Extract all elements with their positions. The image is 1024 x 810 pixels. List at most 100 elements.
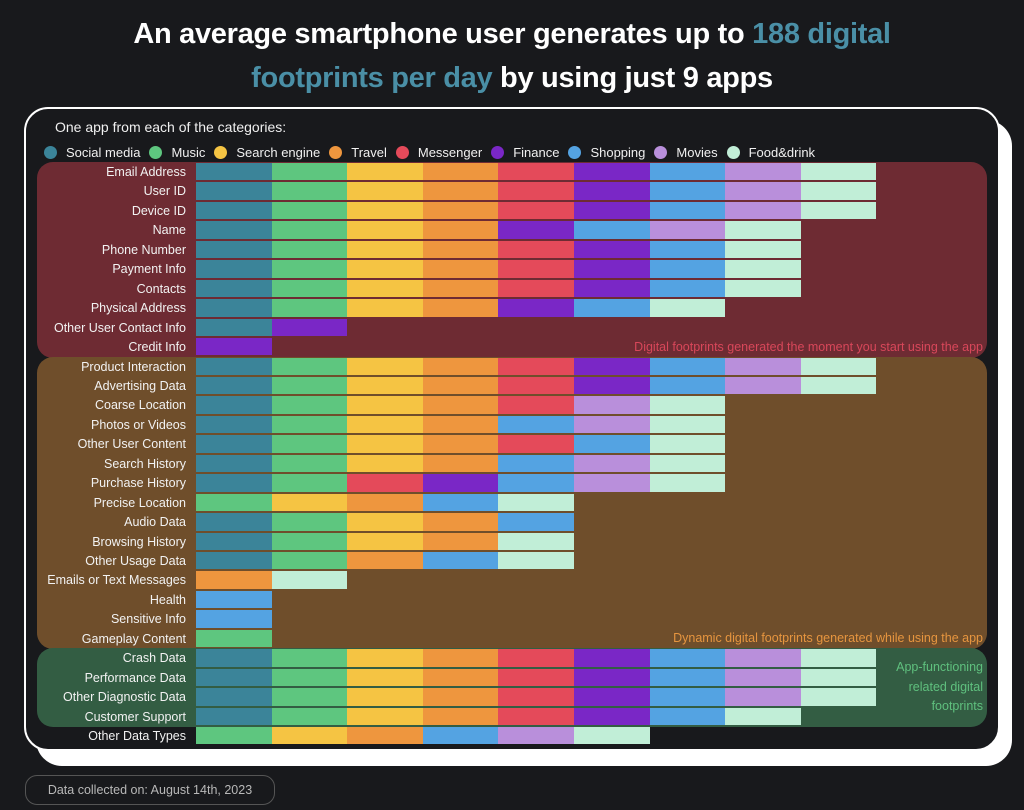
cell-Se (347, 221, 423, 239)
cell-Fd (725, 240, 801, 259)
cell-Se (347, 532, 423, 550)
cell-S (196, 532, 272, 550)
cell-S (196, 668, 272, 687)
cell-T (422, 357, 499, 375)
cell-Me (498, 668, 574, 687)
cell-Mu (271, 201, 348, 220)
title-accent: footprints per day (251, 62, 493, 94)
cell-Se (271, 727, 348, 745)
cell-Fd (498, 532, 574, 550)
cell-F (574, 279, 650, 298)
cell-F (574, 260, 650, 278)
row-label: Gameplay Content (81, 631, 186, 646)
legend-item: Messenger (395, 144, 483, 160)
cell-S (196, 163, 272, 181)
cell-T (196, 571, 272, 589)
section-note-line: related digital (908, 679, 983, 694)
cell-S (196, 299, 272, 317)
legend-item: Search engine (214, 145, 320, 160)
cell-T (422, 668, 499, 687)
cell-Fd (649, 454, 726, 473)
cell-Fd (649, 396, 726, 414)
legend-item: Social media (44, 145, 140, 160)
cell-Fd (800, 376, 877, 395)
cell-Se (347, 649, 423, 667)
cell-Sh (649, 357, 726, 375)
cell-S (196, 707, 272, 726)
legend-label: Messenger (417, 144, 483, 160)
cell-Mu (271, 707, 348, 726)
cell-Sh (574, 299, 650, 317)
cell-Se (347, 240, 423, 259)
cell-Me (498, 376, 574, 395)
cell-Sh (574, 435, 650, 453)
row-label: Health (149, 592, 186, 607)
cell-Fd (800, 357, 877, 375)
cell-Mu (196, 629, 272, 648)
legend-label: Food&drink (748, 144, 816, 160)
cell-Mu (271, 649, 348, 667)
legend-item: Music (149, 145, 205, 160)
cell-F (574, 376, 650, 395)
cell-Me (498, 163, 574, 181)
cell-Se (347, 376, 423, 395)
cell-Se (347, 707, 423, 726)
cell-Fd (800, 668, 877, 687)
cell-T (422, 707, 499, 726)
cell-Mu (271, 357, 348, 375)
row-label: Email Address (106, 165, 186, 179)
row-label: Audio Data (124, 515, 186, 530)
cell-Sh (498, 513, 574, 531)
cell-Sh (422, 493, 499, 512)
cell-T (422, 279, 499, 298)
cell-F (574, 357, 650, 375)
row-label: Precise Location (93, 495, 186, 510)
cell-Fd (800, 201, 877, 220)
section-note-start: Digital footprints generated the moment … (634, 339, 983, 354)
cell-Fd (725, 260, 801, 278)
cell-Sh (196, 590, 272, 609)
row-label: Name (152, 223, 186, 238)
cell-Se (347, 513, 423, 531)
row-label: Other Usage Data (85, 554, 186, 568)
cell-Mo (725, 163, 801, 181)
cell-Mo (725, 668, 801, 687)
legend-label: Finance (513, 144, 560, 160)
cell-Sh (498, 454, 574, 473)
cell-F (498, 221, 574, 239)
cell-Sh (649, 688, 726, 706)
cell-Mo (725, 376, 801, 395)
row-label: Sensitive Info (110, 612, 186, 627)
cell-Sh (498, 415, 574, 434)
cell-Mo (574, 474, 650, 492)
legend-swatch-icon (568, 145, 582, 159)
cell-Se (347, 201, 423, 220)
cell-Fd (649, 415, 726, 434)
cell-Me (498, 649, 574, 667)
cell-Mu (271, 552, 348, 570)
cell-Mu (271, 532, 348, 550)
cell-T (347, 493, 423, 512)
cell-S (196, 454, 272, 473)
cell-T (422, 688, 499, 706)
cell-S (196, 435, 272, 453)
cell-Se (347, 668, 423, 687)
cell-Me (498, 279, 574, 298)
legend-item: Travel (329, 145, 387, 160)
row-label: Browsing History (92, 534, 186, 549)
cell-Se (347, 415, 423, 434)
cell-Mo (725, 649, 801, 667)
cell-T (422, 376, 499, 395)
cell-F (574, 707, 650, 726)
cell-S (196, 260, 272, 278)
cell-T (422, 201, 499, 220)
legend-swatch-icon (44, 145, 57, 159)
cell-Me (498, 396, 574, 414)
cell-Mo (498, 727, 574, 745)
row-label: Phone Number (101, 242, 186, 257)
cell-F (574, 649, 650, 667)
cell-Mo (725, 357, 801, 375)
legend-swatch-icon (726, 145, 740, 159)
legend-title: One app from each of the categories: (55, 119, 287, 135)
cell-T (422, 435, 499, 453)
